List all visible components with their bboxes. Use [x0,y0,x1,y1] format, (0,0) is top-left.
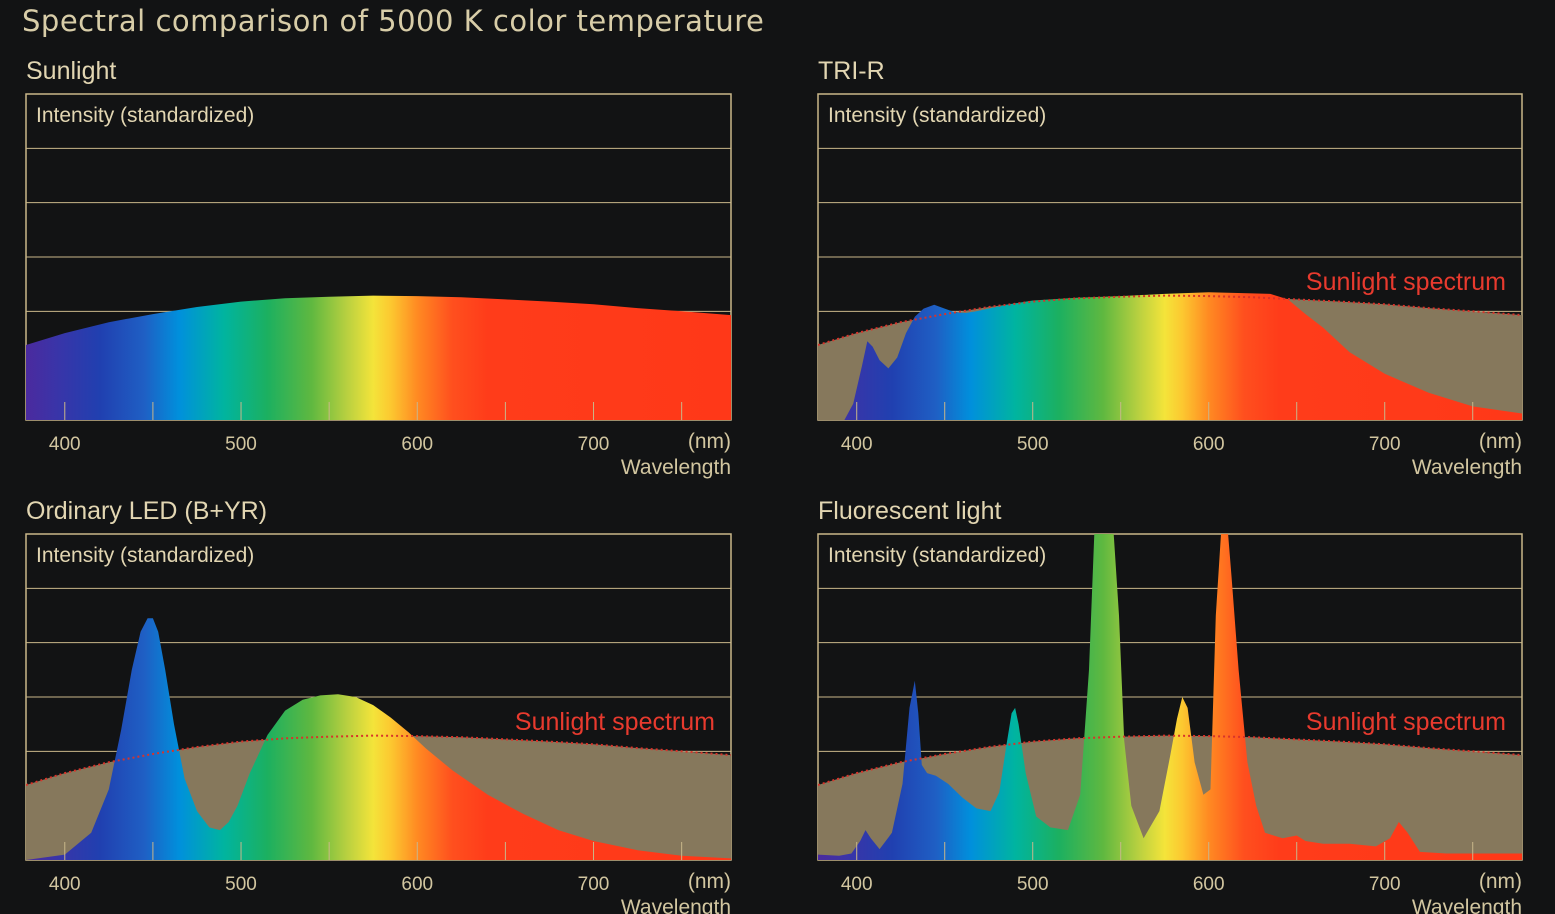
y-axis-label: Intensity (standardized) [36,544,254,567]
x-unit-label: (nm) [1479,870,1522,893]
spectrum-area [26,618,731,860]
x-tick-label: 600 [401,434,433,455]
x-tick-label: 700 [1369,434,1401,455]
x-tick-label: 500 [1017,434,1049,455]
spectrum-area [26,295,731,420]
chart-panel-2: Sunlight spectrum 400 500 600 700 (nm) Wavelen… [817,93,1523,479]
x-tick-label: 500 [225,434,257,455]
x-tick-label: 600 [1193,434,1225,455]
x-tick-label: 400 [841,874,873,895]
x-axis-label: Wavelength [621,456,731,479]
sunlight-reference-line [26,734,731,786]
y-axis-label: Intensity (standardized) [36,104,254,127]
x-unit-label: (nm) [688,870,731,893]
panel-title-sunlight: Sunlight [26,57,117,85]
sunlight-spectrum-label: Sunlight spectrum [1306,268,1506,296]
sunlight-reference-line [818,294,1522,346]
sunlight-spectrum-label: Sunlight spectrum [515,708,715,736]
x-tick-label: 500 [1017,874,1049,895]
spectrum-area [844,292,1522,420]
y-axis-label: Intensity (standardized) [828,104,1046,127]
x-tick-label: 700 [578,874,610,895]
x-unit-label: (nm) [1479,430,1522,453]
x-unit-label: (nm) [688,430,731,453]
x-tick-label: 400 [49,874,81,895]
x-tick-label: 700 [1369,874,1401,895]
panel-title-tri-r: TRI-R [818,57,885,85]
panel-title-fluorescent: Fluorescent light [818,497,1002,525]
x-axis-label: Wavelength [621,896,731,914]
y-axis-label: Intensity (standardized) [828,544,1046,567]
chart-panel-1: 400 500 600 700 (nm) Wavelength Intensity (sta… [25,93,732,479]
chart-panel-3: Sunlight spectrum 400 500 600 700 (nm) Wavelen… [25,533,732,914]
x-tick-label: 400 [49,434,81,455]
sunlight-spectrum-label: Sunlight spectrum [1306,708,1506,736]
main-title: Spectral comparison of 5000 K color temp… [22,4,765,38]
x-tick-label: 600 [401,874,433,895]
x-tick-label: 600 [1193,874,1225,895]
chart-panel-4: Sunlight spectrum 400 500 600 700 (nm) Wavelen… [817,533,1523,914]
x-tick-label: 400 [841,434,873,455]
x-axis-label: Wavelength [1412,456,1522,479]
x-tick-label: 500 [225,874,257,895]
panel-title-ordinary-led: Ordinary LED (B+YR) [26,497,268,525]
x-tick-label: 700 [578,434,610,455]
sunlight-reference-line [818,734,1522,786]
x-axis-label: Wavelength [1412,896,1522,914]
spectrum-area [818,534,1522,860]
